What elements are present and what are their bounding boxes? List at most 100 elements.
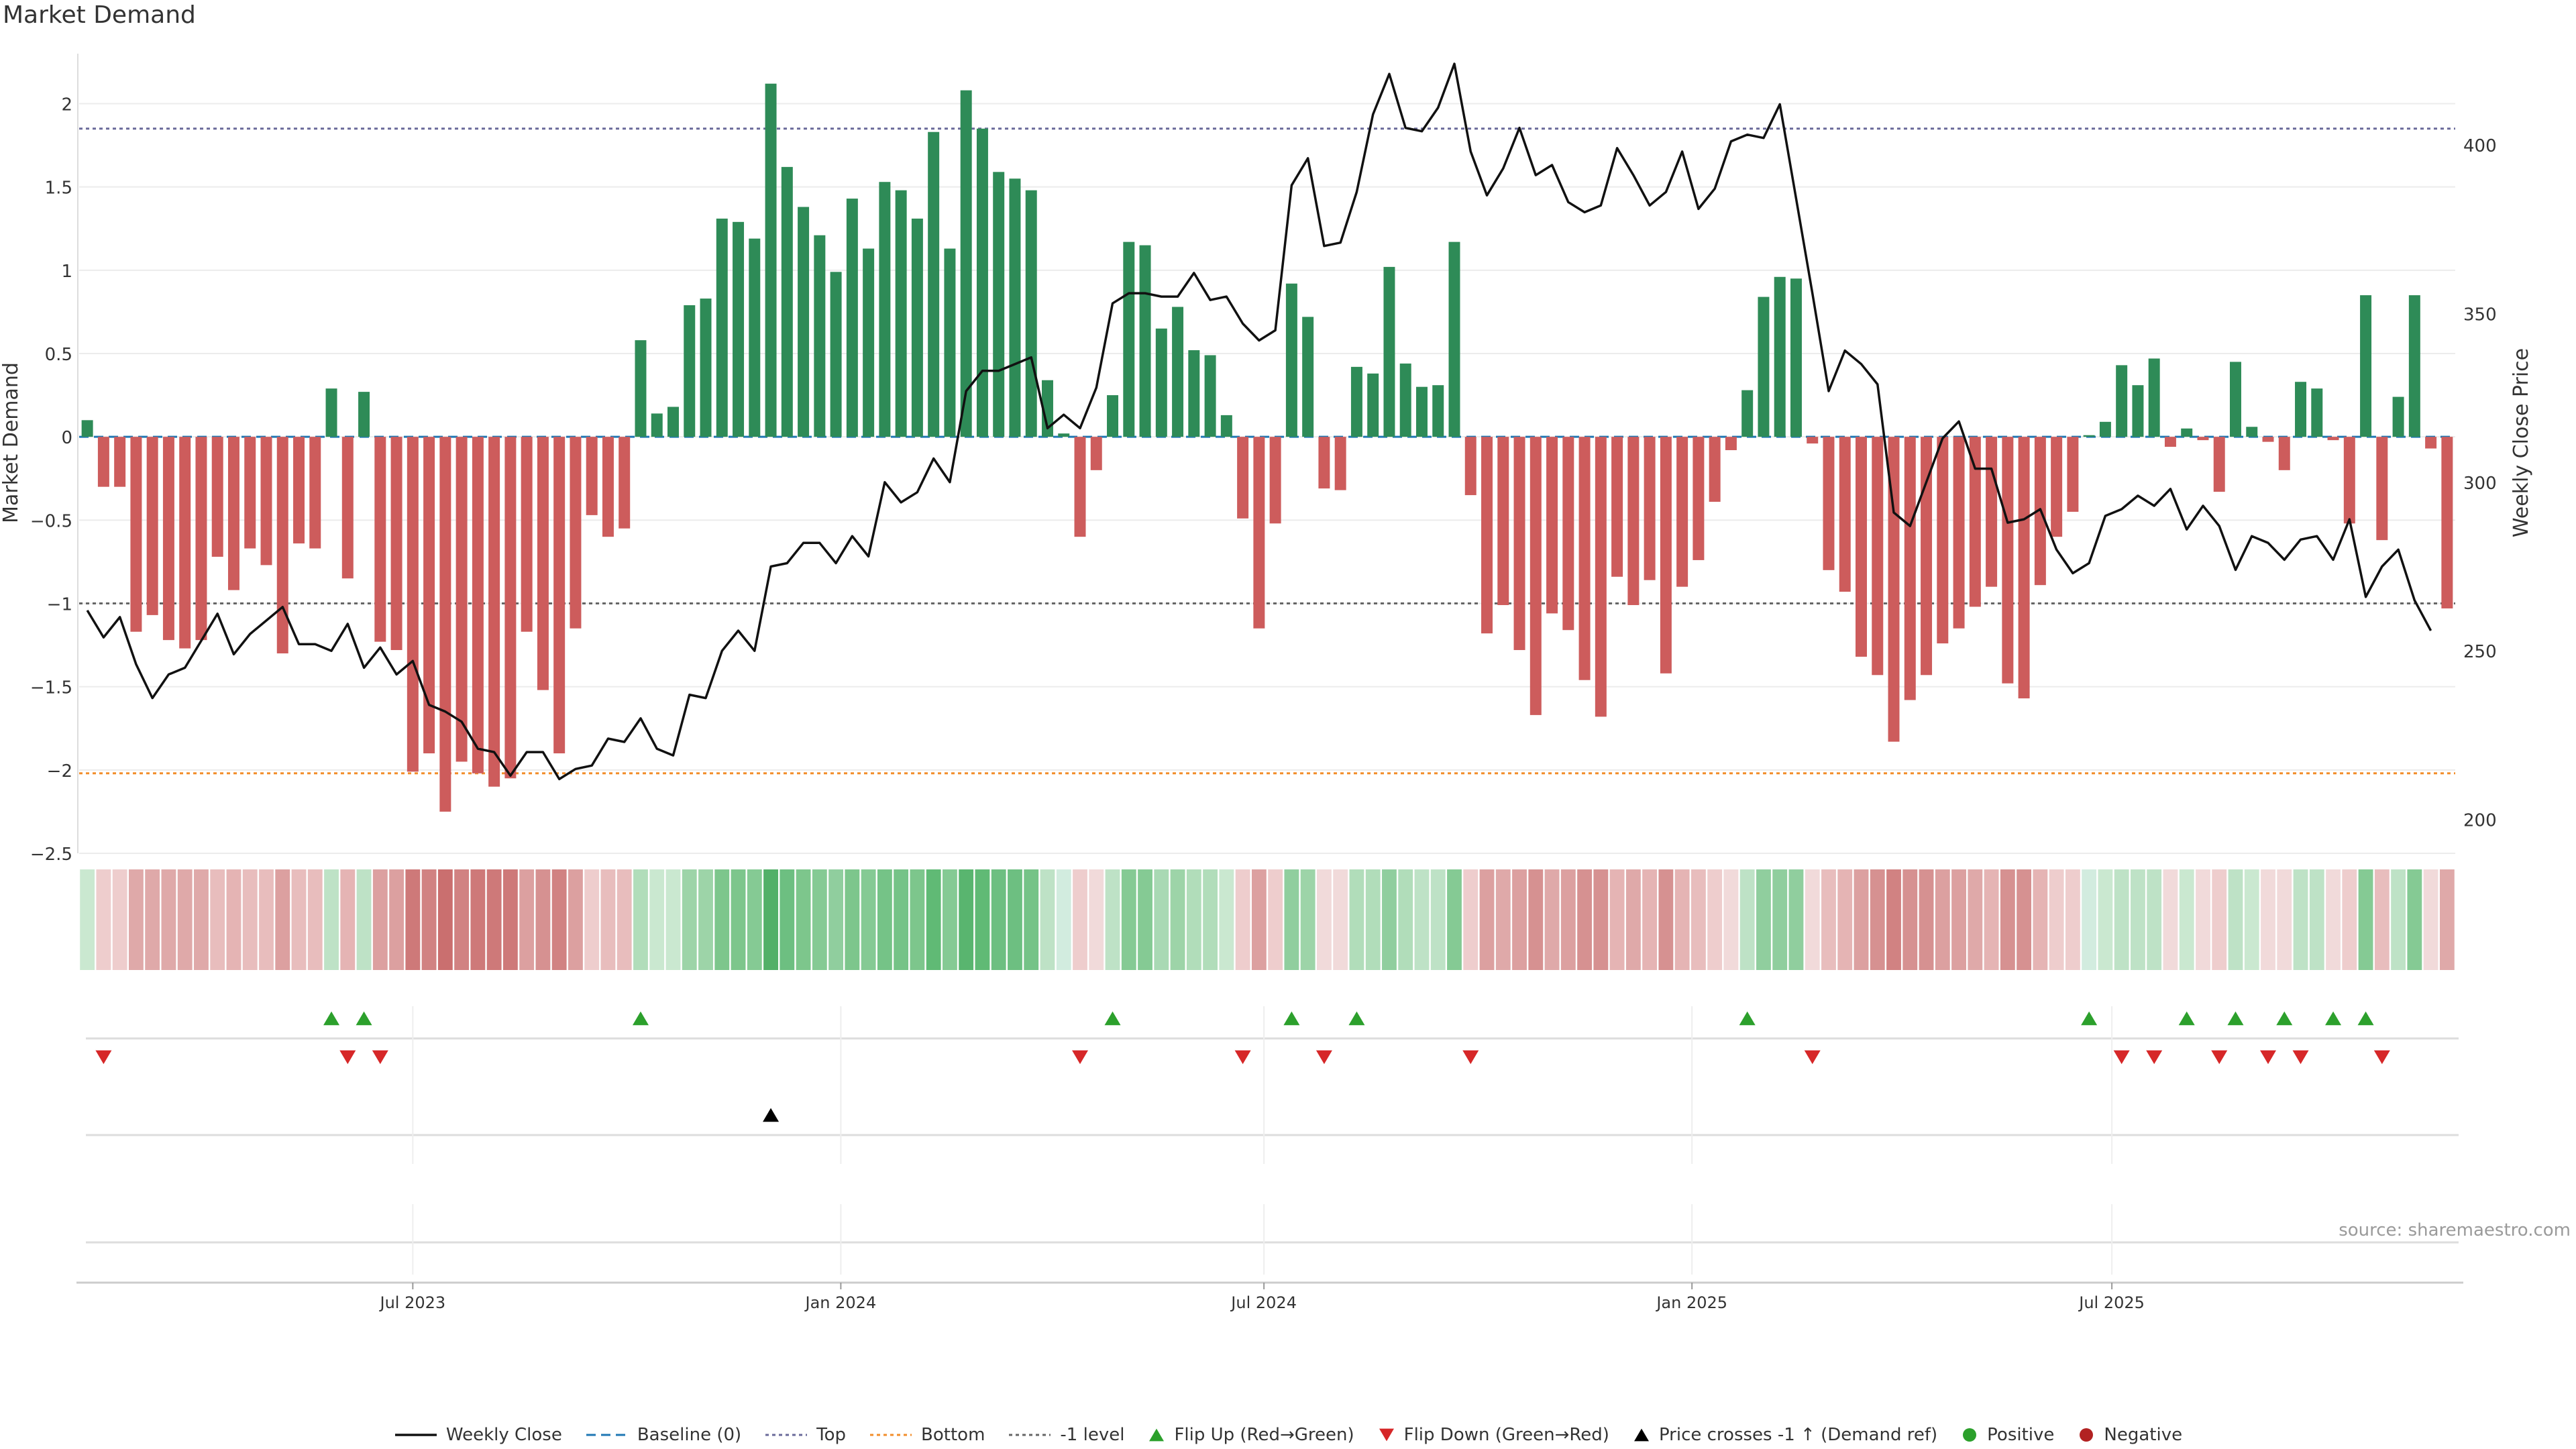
flip-up-marker (2227, 1011, 2244, 1026)
heat-cell (600, 869, 616, 970)
heat-cell (1284, 869, 1299, 970)
flip-down-marker (339, 1050, 356, 1065)
heat-cell (2228, 869, 2243, 970)
heat-cell (161, 869, 176, 970)
demand-bar (2327, 437, 2339, 441)
demand-bar (1253, 437, 1265, 629)
heat-cell (2179, 869, 2194, 970)
demand-bar (2262, 437, 2274, 442)
flip-up-marker (2081, 1011, 2098, 1026)
heat-cell (1300, 869, 1316, 970)
demand-bar (1188, 350, 1200, 437)
price-cross-marker (763, 1108, 780, 1122)
legend-label: Negative (2104, 1425, 2183, 1445)
demand-bar (374, 437, 386, 642)
demand-bar (1611, 437, 1623, 577)
demand-bar (684, 305, 696, 437)
demand-bar (2116, 365, 2128, 437)
demand-bar (211, 437, 223, 557)
left-tick-label: −2 (47, 761, 72, 782)
legend-item: Baseline (0) (585, 1425, 741, 1445)
heat-cell (356, 869, 372, 970)
heat-cell (1658, 869, 1674, 970)
flip-up-marker (1739, 1011, 1756, 1026)
demand-bar (846, 199, 858, 437)
demand-bar (260, 437, 272, 566)
flip-up-marker (2357, 1011, 2374, 1026)
heat-cell (1739, 869, 1755, 970)
demand-bar (2392, 396, 2404, 437)
heat-cell (1430, 869, 1446, 970)
demand-bar (472, 437, 484, 773)
heat-cell (926, 869, 941, 970)
legend-swatch (1009, 1434, 1051, 1436)
heat-cell (2439, 869, 2455, 970)
heat-cell (2391, 869, 2406, 970)
demand-bar (1790, 278, 1802, 437)
heat-cell (2065, 869, 2080, 970)
demand-bar (1285, 283, 1297, 437)
heat-cell (1609, 869, 1625, 970)
demand-bar (798, 207, 810, 437)
demand-bar (2441, 437, 2453, 608)
demand-bar (830, 272, 842, 437)
demand-bar (81, 420, 93, 437)
demand-bar (1758, 297, 1770, 437)
x-tick-label: Jul 2025 (2078, 1293, 2145, 1312)
heat-cell (210, 869, 225, 970)
heat-cell (1512, 869, 1527, 970)
heat-cell (2017, 869, 2032, 970)
heat-cell (1170, 869, 1185, 970)
demand-bar (1872, 437, 1884, 676)
heat-cell (128, 869, 144, 970)
legend-item: Top (764, 1425, 846, 1445)
left-tick-label: 1 (61, 262, 72, 282)
heat-cell (665, 869, 681, 970)
x-tick-label: Jul 2024 (1230, 1293, 1297, 1312)
heat-cell (1089, 869, 1104, 970)
legend-swatch (586, 1434, 628, 1436)
heat-cell (1544, 869, 1560, 970)
demand-bar (1725, 437, 1737, 451)
demand-bar (1921, 437, 1933, 676)
heat-cell (2131, 869, 2145, 970)
heat-cell (1121, 869, 1136, 970)
heat-cell (2277, 869, 2292, 970)
demand-bar (1497, 437, 1509, 605)
heat-cell (421, 869, 437, 970)
heat-cell (1805, 869, 1820, 970)
demand-bar (1562, 437, 1574, 631)
heat-cell (649, 869, 665, 970)
demand-bar (651, 413, 663, 437)
demand-bar (1481, 437, 1493, 634)
heat-cell (2326, 869, 2341, 970)
demand-bar (733, 221, 745, 437)
heat-cell (731, 869, 746, 970)
demand-bar (814, 235, 826, 437)
heat-cell (2212, 869, 2227, 970)
flip-down-marker (95, 1050, 112, 1065)
legend-item: Negative (2077, 1425, 2182, 1445)
heat-cell (1040, 869, 1055, 970)
heat-cell (2000, 869, 2015, 970)
heat-cell (894, 869, 909, 970)
heat-cell (1105, 869, 1120, 970)
demand-bar (1041, 380, 1053, 437)
heat-cell (2293, 869, 2308, 970)
left-tick-label: −1.5 (30, 678, 72, 698)
demand-bar (749, 238, 761, 437)
demand-bar (667, 407, 679, 437)
demand-bars (81, 83, 2453, 812)
flip-down-marker (1316, 1050, 1332, 1065)
heat-cell (1008, 869, 1022, 970)
heat-cell (1951, 869, 1966, 970)
heat-cell (1479, 869, 1495, 970)
demand-bar (1823, 437, 1835, 570)
legend-item: -1 level (1008, 1425, 1124, 1445)
heat-cell (943, 869, 957, 970)
axes-layer: 2 1.5 1 0.5 0 −0.5 −1 −1.5 −2 −2.5 400 350 300 250 200… (0, 54, 2533, 865)
demand-bar (276, 437, 288, 653)
heat-cell (877, 869, 892, 970)
flip-up-marker (356, 1011, 372, 1026)
